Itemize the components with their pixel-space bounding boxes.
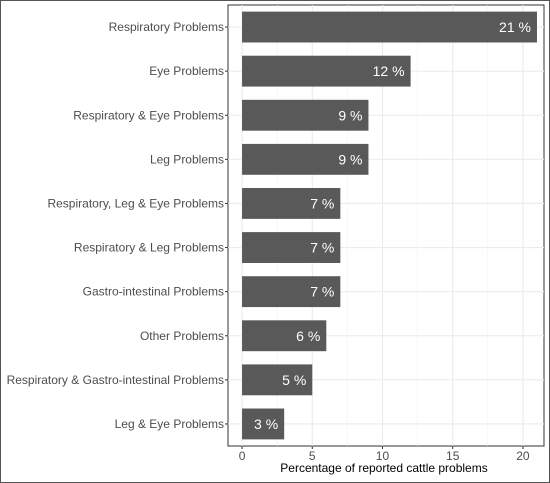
bar-data-label: 9 % <box>338 151 362 167</box>
category-label: Respiratory & Leg Problems <box>74 241 224 255</box>
category-label: Other Problems <box>140 329 224 343</box>
bar-data-label: 5 % <box>282 372 306 388</box>
x-tick-label: 5 <box>309 449 316 463</box>
bar <box>242 143 369 175</box>
bar <box>242 11 537 43</box>
category-label: Leg Problems <box>150 152 224 166</box>
bars <box>242 11 537 440</box>
bar <box>242 408 285 440</box>
bar <box>242 276 341 308</box>
x-axis-title: Percentage of reported cattle problems <box>280 461 487 475</box>
x-tick-label: 15 <box>446 449 460 463</box>
bar <box>242 99 369 131</box>
bar <box>242 188 341 219</box>
bar <box>242 232 341 263</box>
bar-labels: 21 % 12 % 9 % 9 % 7 % 7 % 7 % 6 % 5 % 3 % <box>254 19 531 432</box>
category-label: Gastro-intestinal Problems <box>83 285 224 299</box>
x-tick-label: 0 <box>239 449 246 463</box>
category-labels: Respiratory Problems Eye Problems Respirat… <box>7 20 224 431</box>
category-label: Respiratory & Eye Problems <box>73 108 224 122</box>
bar-data-label: 3 % <box>254 416 278 432</box>
bar <box>242 55 411 87</box>
category-label: Eye Problems <box>149 64 224 78</box>
bar-data-label: 7 % <box>310 195 334 211</box>
bar-data-label: 6 % <box>296 328 320 344</box>
bar-data-label: 9 % <box>338 107 362 123</box>
category-label: Respiratory Problems <box>109 20 224 34</box>
bar <box>242 364 313 396</box>
bar-data-label: 12 % <box>373 63 405 79</box>
bar-data-label: 7 % <box>310 240 334 256</box>
bar-data-label: 21 % <box>499 19 531 35</box>
x-ticks: 0 5 10 15 20 <box>225 26 530 463</box>
category-label: Respiratory & Gastro-intestinal Problems <box>7 373 224 387</box>
category-label: Respiratory, Leg & Eye Problems <box>47 196 224 210</box>
category-label: Leg & Eye Problems <box>115 417 224 431</box>
bar-data-label: 7 % <box>310 284 334 300</box>
x-tick-label: 10 <box>376 449 390 463</box>
x-tick-label: 20 <box>516 449 530 463</box>
bar <box>242 320 327 352</box>
